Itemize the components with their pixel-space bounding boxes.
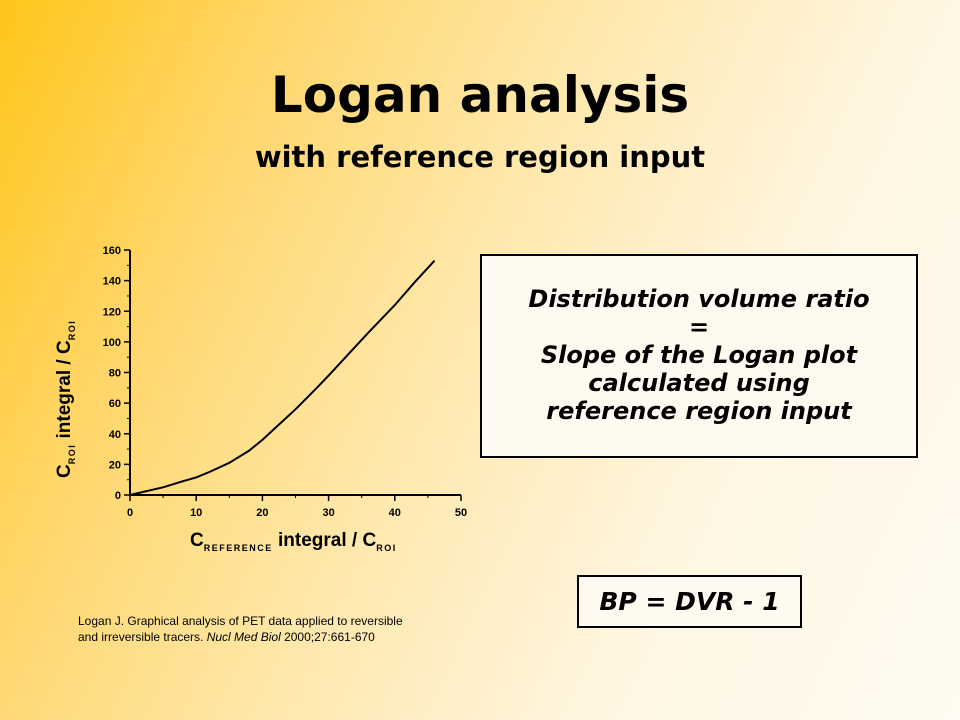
dvr-line-1: Distribution volume ratio	[528, 285, 870, 314]
dvr-line-5: reference region input	[546, 396, 852, 425]
chart-series	[129, 260, 436, 496]
x-tick-label: 40	[389, 507, 401, 519]
x-tick-label: 0	[127, 507, 133, 519]
x-tick-label: 30	[322, 507, 334, 519]
y-tick-label: 160	[103, 245, 121, 257]
citation-line-2-end: 2000;27:661-670	[280, 630, 375, 644]
bp-formula: BP = DVR - 1	[599, 587, 780, 616]
y-tick-label: 0	[115, 490, 121, 502]
citation-journal: Nucl Med Biol	[206, 630, 281, 644]
x-axis-title: CREFERENCE integral / CROI	[190, 530, 397, 553]
x-tick-label: 20	[256, 507, 268, 519]
y-axis-title: CROI integral / CROI	[54, 320, 77, 478]
y-tick-label: 40	[109, 429, 121, 441]
dvr-line-2: =	[688, 313, 710, 342]
x-tick-label: 50	[455, 507, 467, 519]
y-tick-label: 20	[109, 459, 121, 471]
dvr-definition-box: Distribution volume ratio = Slope of the…	[480, 254, 918, 458]
citation-line-2-start: and irreversible tracers.	[78, 630, 207, 644]
y-tick-label: 120	[103, 306, 121, 318]
citation: Logan J. Graphical analysis of PET data …	[78, 613, 498, 645]
y-tick-label: 100	[103, 337, 121, 349]
dvr-line-3: Slope of the Logan plot	[540, 341, 858, 370]
slide-subtitle: with reference region input	[254, 140, 706, 174]
y-tick-label: 80	[109, 368, 121, 380]
chart-ticks: 0 20 40 60 80 100 120 140 160 0 10 20 30 40 50	[103, 245, 467, 519]
bp-formula-box: BP = DVR - 1	[577, 575, 802, 628]
x-tick-label: 10	[190, 507, 202, 519]
y-tick-label: 140	[103, 276, 121, 288]
dvr-line-4: calculated using	[588, 368, 810, 397]
citation-line-1: Logan J. Graphical analysis of PET data …	[78, 614, 403, 628]
logan-curve-series	[129, 260, 436, 496]
slide-title: Logan analysis	[270, 66, 690, 124]
y-tick-label: 60	[109, 398, 121, 410]
